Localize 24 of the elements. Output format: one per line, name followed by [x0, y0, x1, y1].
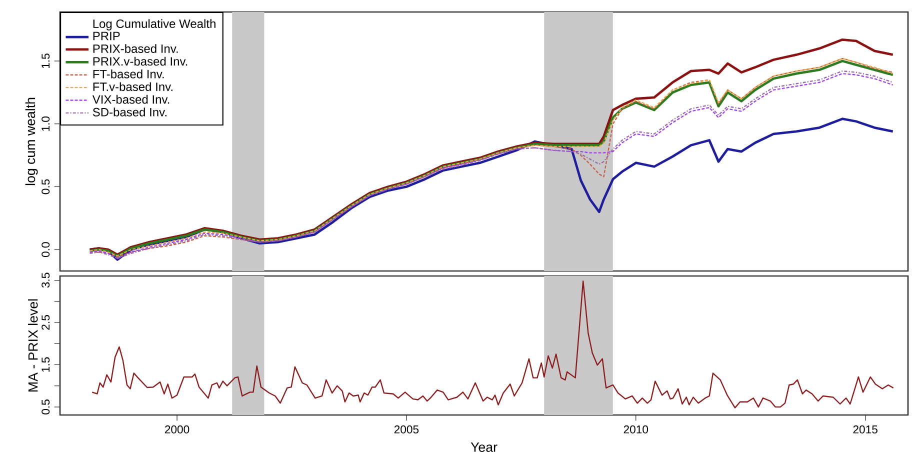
- y-tick-label: 0.0: [42, 242, 50, 258]
- y-axis-title: MA - PRIX level: [28, 299, 38, 392]
- y-tick-label: 2.5: [42, 315, 50, 330]
- x-axis-title: Year: [470, 442, 498, 452]
- legend-label: FT-based Inv.: [93, 70, 164, 78]
- legend-title: Log Cumulative Wealth: [93, 19, 216, 30]
- y-tick-label: 1.0: [42, 116, 50, 131]
- y-tick-label: 3.5: [42, 272, 50, 288]
- y-tick-label: 1.5: [42, 54, 50, 68]
- x-tick-label: 2010: [624, 425, 648, 434]
- legend-label: PRIX-based Inv.: [93, 44, 178, 53]
- legend-label: PRIX.v-based Inv.: [93, 56, 188, 66]
- legend-label: VIX-based Inv.: [92, 94, 170, 104]
- y-tick-label: 0.5: [42, 179, 50, 194]
- x-tick-label: 2015: [853, 425, 878, 434]
- legend-label: SD-based Inv.: [92, 108, 166, 116]
- legend-label: PRIP: [93, 32, 120, 40]
- x-tick-label: 2000: [164, 425, 190, 434]
- y-tick-label: 1.5: [42, 357, 50, 372]
- legend-label: FT.v-based Inv.: [93, 82, 172, 92]
- x-tick-label: 2005: [394, 425, 419, 434]
- y-axis-title: log cum wealth: [25, 98, 38, 186]
- line-series: [92, 280, 894, 408]
- y-tick-label: 0.5: [42, 400, 50, 414]
